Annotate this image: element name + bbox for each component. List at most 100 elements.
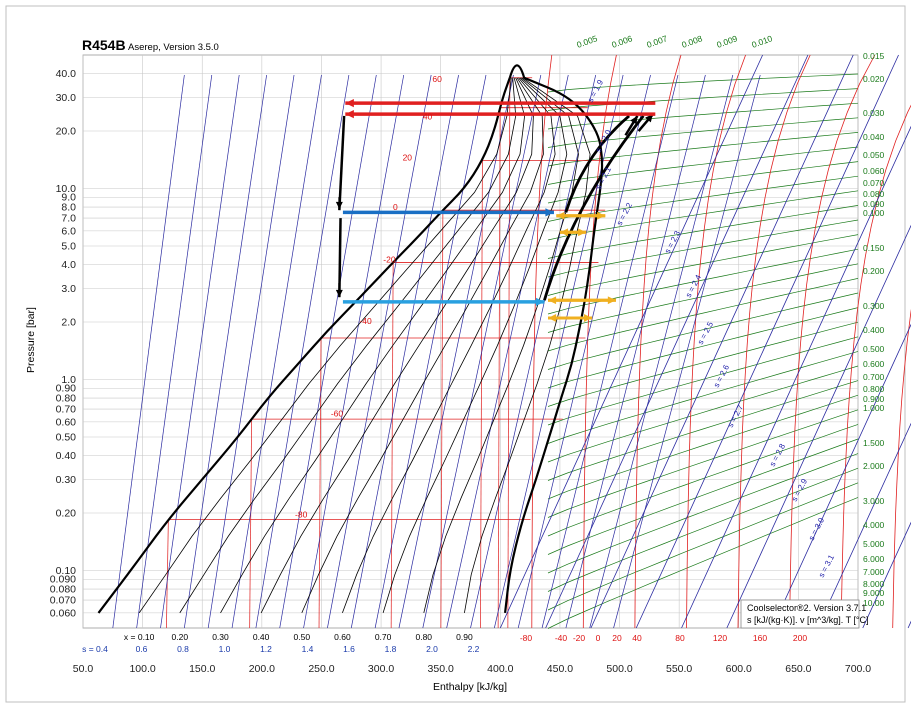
volume-label: 0.015 bbox=[863, 51, 885, 61]
isochore bbox=[547, 292, 859, 370]
volume-label: 0.070 bbox=[863, 178, 885, 188]
isentrope-liquid bbox=[207, 74, 295, 629]
volume-label: 10.00 bbox=[863, 598, 885, 608]
entropy-label: 1.0 bbox=[219, 644, 231, 654]
volume-label: 0.100 bbox=[863, 208, 885, 218]
x-tick-label: 300.0 bbox=[368, 663, 394, 675]
quality-line bbox=[220, 77, 526, 614]
volume-label: 0.050 bbox=[863, 150, 885, 160]
cycle-arrow-back-head bbox=[559, 228, 569, 237]
y-tick-label: 0.30 bbox=[56, 474, 77, 486]
quality-label: 0.20 bbox=[172, 632, 189, 642]
isochore bbox=[547, 394, 859, 500]
x-tick-label: 200.0 bbox=[249, 663, 275, 675]
isotherm-vapor bbox=[737, 54, 811, 629]
isotherm-label: 20 bbox=[403, 153, 413, 163]
x-tick-label: 150.0 bbox=[189, 663, 215, 675]
isentrope-liquid bbox=[589, 74, 734, 629]
isentrope-liquid bbox=[327, 74, 432, 629]
isochore bbox=[547, 175, 859, 222]
temp-label: 120 bbox=[713, 633, 727, 643]
quality-line bbox=[382, 77, 568, 614]
y-tick-label: 10.0 bbox=[56, 183, 77, 195]
isentrope-liquid bbox=[398, 74, 514, 629]
isentrope-liquid bbox=[160, 74, 240, 629]
cycle-arrow-head bbox=[345, 110, 354, 119]
y-tick-label: 0.080 bbox=[50, 584, 76, 596]
temp-label: -20 bbox=[573, 633, 586, 643]
temp-label: 0 bbox=[596, 633, 601, 643]
entropy-label: 1.4 bbox=[302, 644, 314, 654]
volume-label: 0.500 bbox=[863, 344, 885, 354]
y-tick-label: 0.070 bbox=[50, 595, 76, 607]
isochore bbox=[547, 307, 859, 389]
x-tick-label: 100.0 bbox=[129, 663, 155, 675]
cycle-arrow-back-head bbox=[548, 314, 557, 322]
isentrope-vapor bbox=[726, 224, 911, 629]
y-tick-label: 3.0 bbox=[61, 283, 76, 295]
quality-label: 0.30 bbox=[212, 632, 229, 642]
isochore bbox=[547, 424, 859, 537]
volume-label: 0.200 bbox=[863, 266, 885, 276]
isotherm-liquid bbox=[390, 262, 394, 629]
quality-line bbox=[138, 77, 512, 614]
isotherm-vapor bbox=[531, 54, 553, 629]
y-tick-label: 0.50 bbox=[56, 432, 77, 444]
isotherm-label: -60 bbox=[331, 409, 344, 419]
isotherm-vapor bbox=[789, 54, 876, 629]
isotherm-label: 60 bbox=[432, 74, 442, 84]
isotherm-vapor bbox=[634, 54, 682, 629]
isentrope-liquid bbox=[541, 74, 679, 629]
isentrope-vapor bbox=[681, 125, 911, 629]
volume-label: 1.500 bbox=[863, 438, 885, 448]
temp-label: 160 bbox=[753, 633, 767, 643]
cycle-arrow-back-head bbox=[548, 296, 557, 305]
temp-label: -80 bbox=[520, 633, 533, 643]
volume-label: 0.060 bbox=[863, 166, 885, 176]
isochore bbox=[547, 190, 859, 241]
isotherm-liquid bbox=[165, 519, 169, 629]
x-tick-label: 350.0 bbox=[428, 663, 454, 675]
cycle-arrows bbox=[335, 98, 656, 322]
arrow-up-1-head bbox=[630, 115, 638, 125]
quality-line bbox=[423, 77, 579, 613]
isochore bbox=[547, 497, 859, 629]
chart-title: R454B bbox=[82, 37, 126, 53]
temp-label: -40 bbox=[555, 633, 568, 643]
isentrope-liquid bbox=[231, 74, 322, 629]
volume-label: 2.000 bbox=[863, 461, 885, 471]
y-tick-label: 20.0 bbox=[56, 126, 77, 138]
quality-lines bbox=[138, 77, 591, 614]
y-tick-label: 7.0 bbox=[61, 213, 76, 225]
isentrope-liquid bbox=[303, 74, 405, 629]
volume-label: 0.600 bbox=[863, 359, 885, 369]
y-tick-label: 0.20 bbox=[56, 508, 77, 520]
x-tick-label: 650.0 bbox=[785, 663, 811, 675]
isochore bbox=[547, 321, 859, 407]
info-box-line1: Coolselector®2. Version 3.7.1 bbox=[747, 603, 866, 613]
cycle-arrow-head bbox=[535, 297, 545, 306]
volume-label: 0.300 bbox=[863, 301, 885, 311]
isotherm-vapor bbox=[892, 308, 911, 629]
entropy-label: 0.8 bbox=[177, 644, 189, 654]
isotherm-vapor bbox=[686, 54, 746, 629]
cycle-arrow-back-head bbox=[556, 211, 565, 220]
isochore bbox=[547, 205, 859, 259]
isotherm-vapor bbox=[840, 104, 911, 629]
isentrope-vapor bbox=[590, 54, 854, 629]
quality-label: 0.80 bbox=[415, 632, 432, 642]
y-tick-label: 5.0 bbox=[61, 241, 76, 253]
isochore bbox=[547, 234, 859, 296]
y-tick-label: 0.40 bbox=[56, 450, 77, 462]
quality-label: 0.40 bbox=[253, 632, 270, 642]
volume-label: 6.000 bbox=[863, 554, 885, 564]
temp-label: 80 bbox=[675, 633, 685, 643]
y-tick-label: 0.090 bbox=[50, 574, 76, 586]
isentrope-liquid bbox=[136, 74, 213, 629]
isochore bbox=[547, 73, 859, 93]
compression-line-2 bbox=[564, 114, 630, 213]
y-tick-label: 0.060 bbox=[50, 607, 76, 619]
x-tick-label: 250.0 bbox=[308, 663, 334, 675]
isochore bbox=[547, 409, 859, 518]
isochore bbox=[547, 263, 859, 333]
